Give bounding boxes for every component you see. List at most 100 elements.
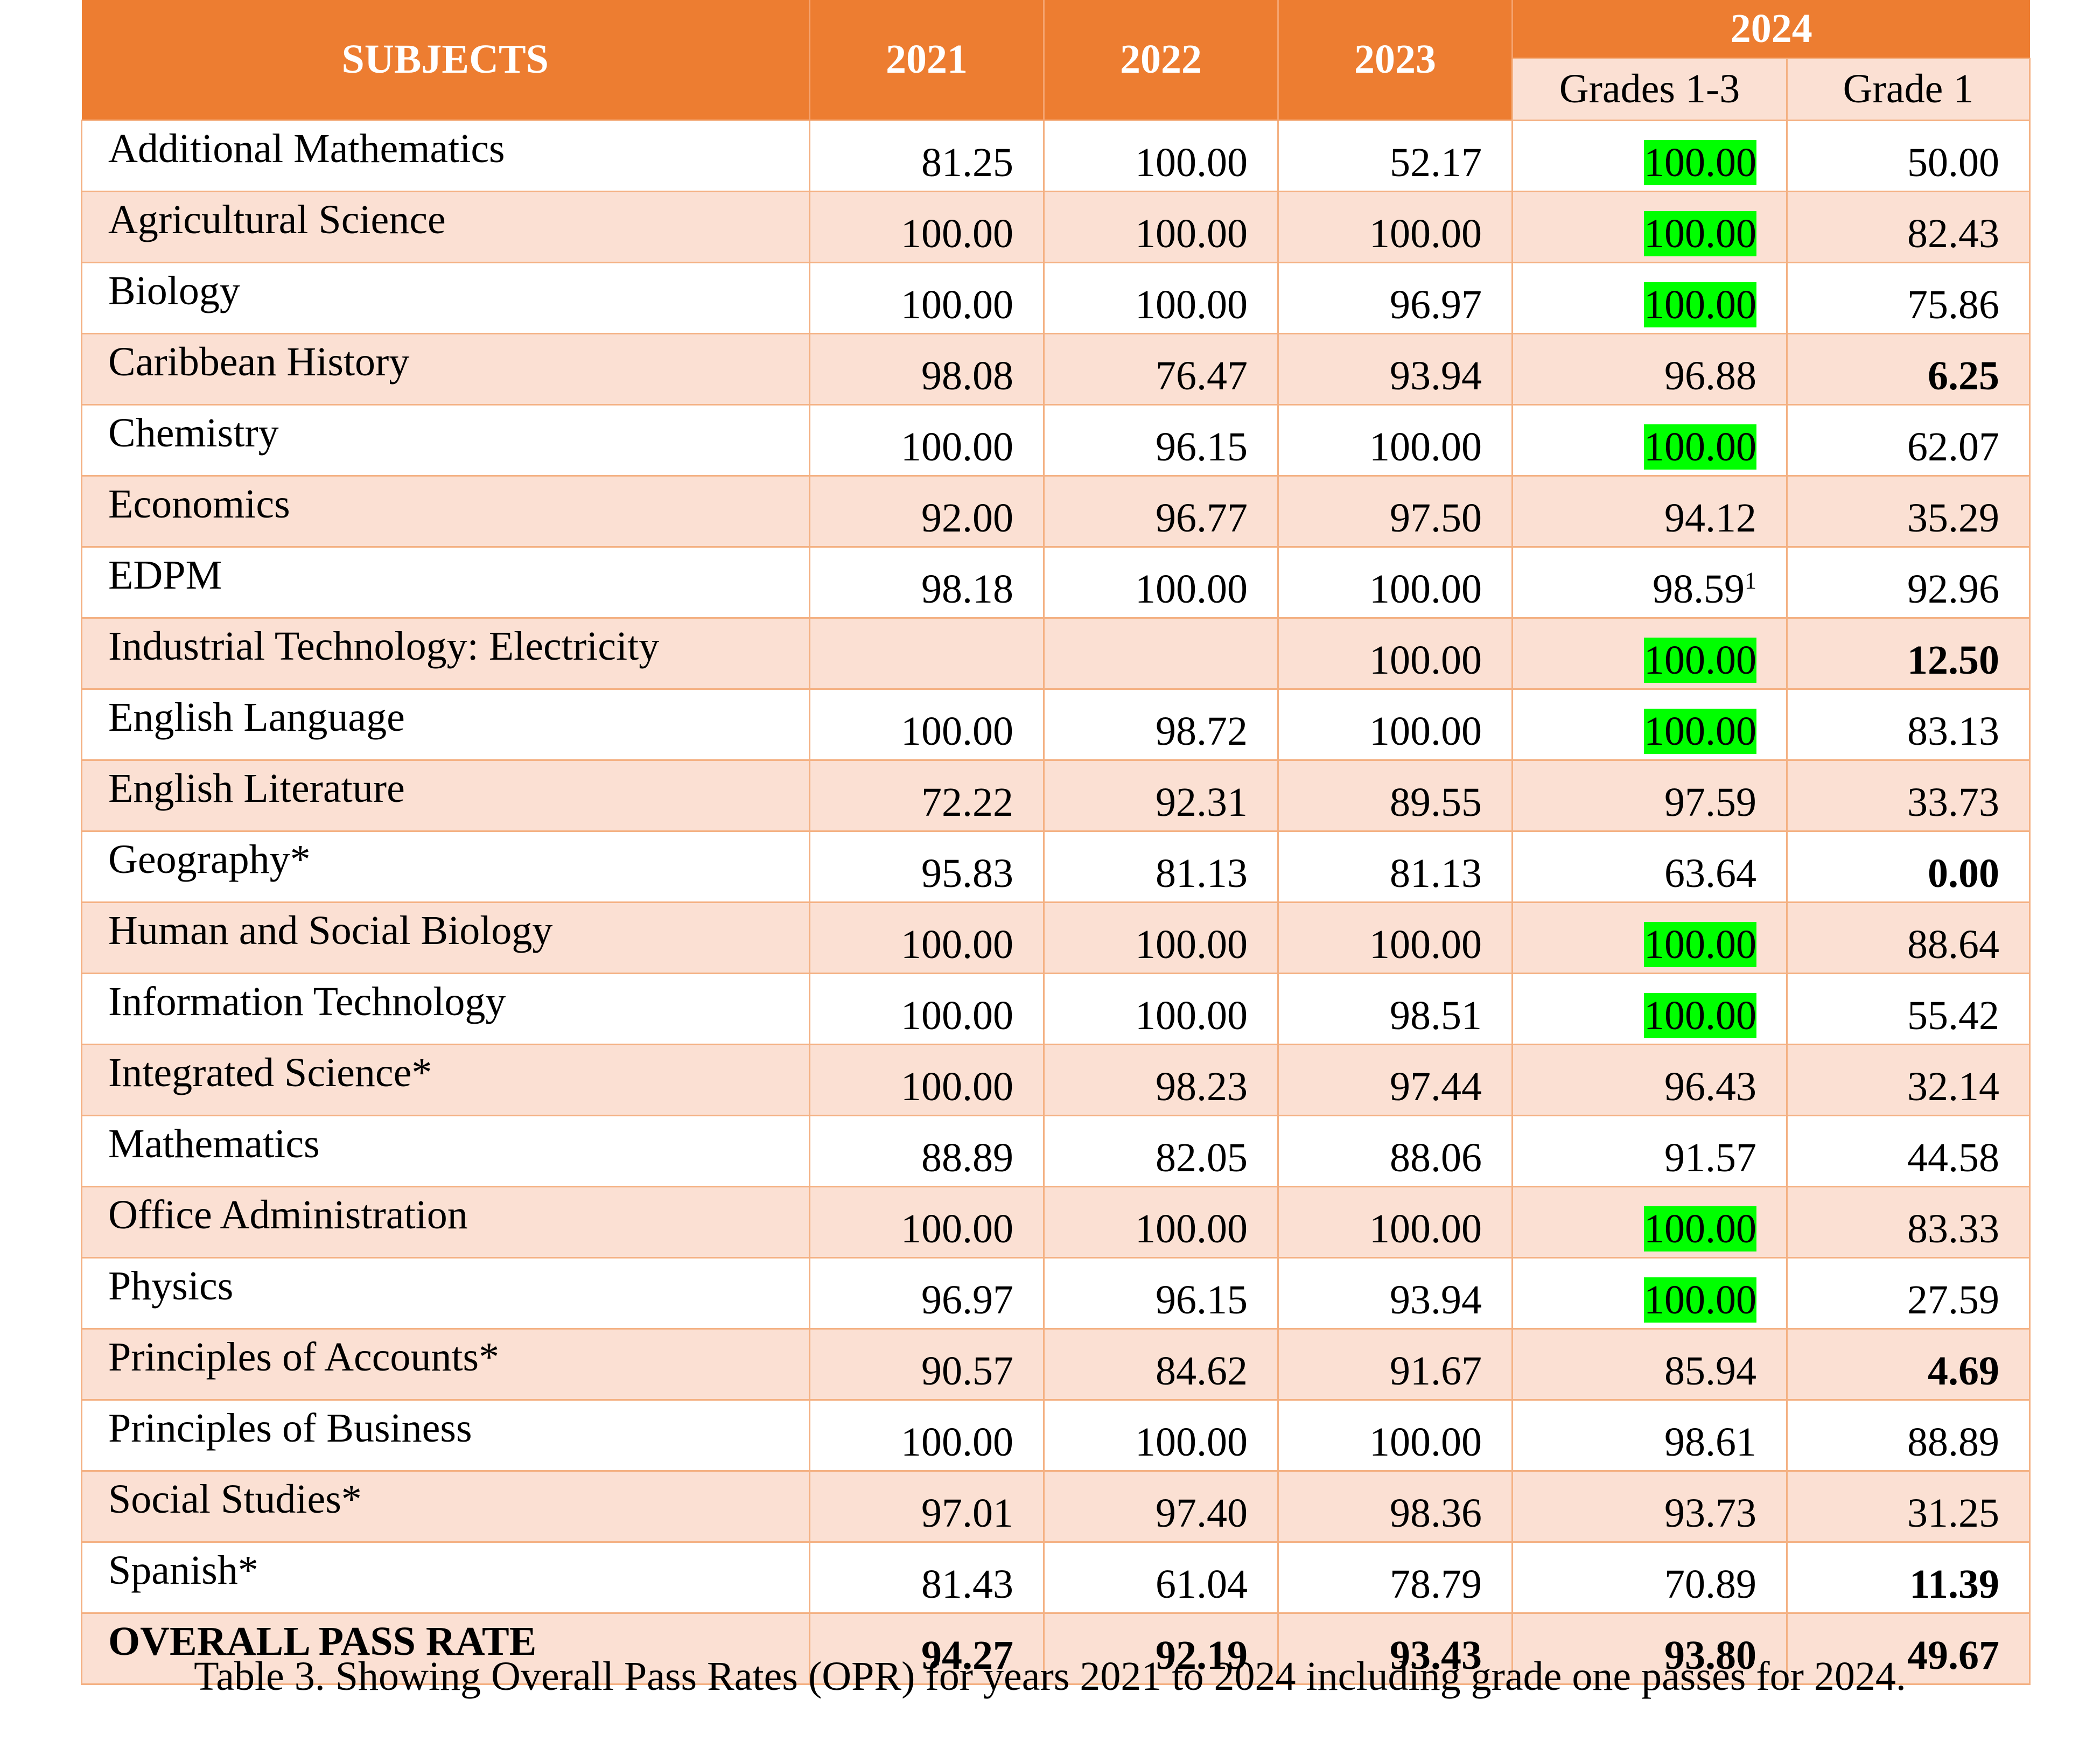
value: 94.27 xyxy=(921,1632,1013,1678)
value: 89.55 xyxy=(1390,779,1482,825)
subject: Principles of Accounts* xyxy=(108,1334,500,1380)
value-cell: 84.62 xyxy=(1043,1327,1279,1401)
table-row: Industrial Technology: Electricity 100.00… xyxy=(81,617,2031,690)
value-cell: 98.72 xyxy=(1043,688,1279,761)
subject: Social Studies* xyxy=(108,1476,362,1522)
value-cell: 95.83 xyxy=(809,830,1045,903)
table-row: Chemistry 100.00 96.15 100.00 100.00 62.07 xyxy=(81,403,2031,477)
value-cell: 12.50 xyxy=(1786,617,2031,690)
value-cell: 93.73 xyxy=(1511,1470,1788,1543)
value-cell: 98.08 xyxy=(809,332,1045,405)
footnote-mark: 1 xyxy=(1745,567,1756,594)
value-cell: 35.29 xyxy=(1786,474,2031,548)
value-cell: 100.00 xyxy=(1511,617,1788,690)
value-cell: 100.00 xyxy=(1043,119,1279,192)
header-year: 2022 xyxy=(1043,0,1278,120)
subject-cell: Social Studies* xyxy=(81,1470,810,1543)
value-cell: 82.43 xyxy=(1786,190,2031,263)
value-cell: 72.22 xyxy=(809,759,1045,832)
value-cell: 91.67 xyxy=(1277,1327,1513,1401)
value: 11.39 xyxy=(1909,1561,1999,1607)
value: 100.00 xyxy=(1644,637,1756,683)
table-row: EDPM 98.18 100.00 100.00 98.591 92.96 xyxy=(81,546,2031,619)
subject-cell: Office Administration xyxy=(81,1185,810,1258)
value-cell: 32.14 xyxy=(1786,1043,2031,1116)
value-cell: 100.00 xyxy=(1511,119,1788,192)
value-cell: 100.00 xyxy=(1511,972,1788,1045)
subject-cell: Chemistry xyxy=(81,403,810,477)
value: 70.89 xyxy=(1664,1561,1756,1607)
subject-cell: Geography* xyxy=(81,830,810,903)
table-row: Principles of Accounts* 90.57 84.62 91.67 85… xyxy=(81,1327,2031,1401)
value: 94.12 xyxy=(1664,495,1756,541)
value: 100.00 xyxy=(1369,708,1482,754)
subject-cell: Biology xyxy=(81,261,810,334)
value-cell: 98.36 xyxy=(1277,1470,1513,1543)
value: 98.72 xyxy=(1156,708,1248,754)
value-cell: 88.64 xyxy=(1786,901,2031,974)
value: 90.57 xyxy=(921,1348,1013,1394)
value-cell: 100.00 xyxy=(1043,901,1279,974)
subject: Agricultural Science xyxy=(108,197,446,242)
subject-cell: Additional Mathematics xyxy=(81,119,810,192)
value-cell: 94.12 xyxy=(1511,474,1788,548)
value-cell: 100.00 xyxy=(1511,190,1788,263)
value: 100.00 xyxy=(1135,921,1248,967)
subject: Biology xyxy=(108,268,240,313)
value: 82.43 xyxy=(1907,211,1999,256)
value: 98.08 xyxy=(921,353,1013,398)
value: 100.00 xyxy=(1644,282,1756,327)
value: 35.29 xyxy=(1907,495,1999,541)
pass-rate-table: SUBJECTS 2021 2022 2023 2024 Grades 1-3 … xyxy=(81,0,2031,1685)
value: 100.00 xyxy=(1644,921,1756,967)
table-row: Caribbean History 98.08 76.47 93.94 96.88 6.2… xyxy=(81,332,2031,405)
value-cell: 100.00 xyxy=(1043,972,1279,1045)
table-row: Human and Social Biology 100.00 100.00 100.… xyxy=(81,901,2031,974)
value: 85.94 xyxy=(1664,1348,1756,1394)
value: 100.00 xyxy=(1644,1277,1756,1323)
subject-cell: Physics xyxy=(81,1256,810,1330)
value-cell: 6.25 xyxy=(1786,332,2031,405)
value: 100.00 xyxy=(901,1419,1013,1465)
caption: Table 3. Showing Overall Pass Rates (OPR… xyxy=(194,1654,1906,1699)
value: 100.00 xyxy=(1644,992,1756,1038)
subject-cell: Caribbean History xyxy=(81,332,810,405)
value: 49.67 xyxy=(1907,1632,1999,1678)
value: 27.59 xyxy=(1907,1277,1999,1323)
value: 100.00 xyxy=(1135,1419,1248,1465)
value-cell: 90.57 xyxy=(809,1327,1045,1401)
value: 92.96 xyxy=(1907,566,1999,612)
value: 83.13 xyxy=(1907,708,1999,754)
value-cell: 93.43 xyxy=(1277,1612,1513,1685)
value-cell: 96.43 xyxy=(1511,1043,1788,1116)
value: 98.18 xyxy=(921,566,1013,612)
value: 100.00 xyxy=(1644,139,1756,185)
value-cell: 27.59 xyxy=(1786,1256,2031,1330)
value: 100.00 xyxy=(1644,211,1756,256)
value: 4.69 xyxy=(1928,1348,1999,1394)
subject: Principles of Business xyxy=(108,1405,472,1451)
value-cell: 88.89 xyxy=(809,1114,1045,1187)
value: 93.94 xyxy=(1390,353,1482,398)
value-cell: 100.00 xyxy=(1511,688,1788,761)
value-cell: 100.00 xyxy=(1511,261,1788,334)
subject-cell: Industrial Technology: Electricity xyxy=(81,617,810,690)
value: 82.05 xyxy=(1156,1135,1248,1180)
value-cell xyxy=(1043,617,1279,690)
value-cell: 96.97 xyxy=(1277,261,1513,334)
table-row: Integrated Science* 100.00 98.23 97.44 96.43… xyxy=(81,1043,2031,1116)
value-cell: 76.47 xyxy=(1043,332,1279,405)
value: 100.00 xyxy=(901,424,1013,470)
subject-cell: Spanish* xyxy=(81,1541,810,1614)
value-cell: 97.59 xyxy=(1511,759,1788,832)
table-row: Information Technology 100.00 100.00 98.51 1… xyxy=(81,972,2031,1045)
value: 100.00 xyxy=(901,211,1013,256)
value-cell: 98.61 xyxy=(1511,1399,1788,1472)
value-cell: 98.591 xyxy=(1511,546,1788,619)
table-row: Agricultural Science 100.00 100.00 100.00 10… xyxy=(81,190,2031,263)
value: 98.51 xyxy=(1390,992,1482,1038)
value-cell: 52.17 xyxy=(1277,119,1513,192)
value-cell: 100.00 xyxy=(1511,1185,1788,1258)
table-row: Mathematics 88.89 82.05 88.06 91.57 44.58 xyxy=(81,1114,2031,1187)
value: 72.22 xyxy=(921,779,1013,825)
